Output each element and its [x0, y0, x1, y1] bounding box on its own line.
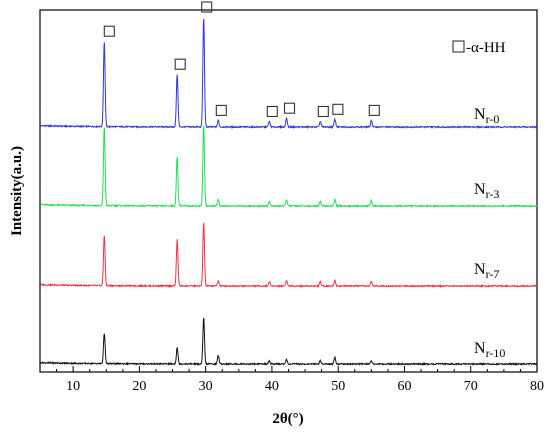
series-line-1	[39, 125, 538, 209]
legend-label: -α-HH	[466, 40, 506, 56]
peak-marker-square	[266, 105, 278, 118]
legend: -α-HH	[452, 40, 506, 56]
series-label-3: Nr-10	[474, 340, 505, 360]
series-label-1: Nr-3	[474, 181, 499, 201]
series-labels: Nr-0 Nr-3 Nr-7 Nr-10	[474, 106, 505, 360]
peak-marker-square	[283, 102, 296, 114]
peak-marker-square	[332, 103, 344, 115]
series-line-2	[39, 222, 538, 289]
y-axis-label: Intensity(a.u.)	[9, 146, 25, 236]
peak-marker-square	[174, 58, 186, 70]
x-tick-label: 60	[397, 379, 411, 394]
peak-marker-square	[201, 1, 213, 13]
legend-square-marker	[452, 40, 465, 53]
x-axis-ticks: 10 20 30 40 50 60 70 80	[39, 366, 544, 394]
series-line-0	[39, 18, 538, 130]
x-tick-label: 30	[199, 379, 213, 394]
x-tick-label: 50	[331, 379, 345, 394]
x-tick-label: 40	[265, 379, 279, 394]
series-line-3	[39, 317, 538, 367]
x-tick-label: 20	[132, 379, 146, 394]
plot-frame	[39, 9, 538, 373]
series-label-2: Nr-7	[474, 261, 499, 281]
peak-marker-square	[215, 104, 227, 116]
x-tick-label: 10	[66, 379, 80, 394]
series-label-0: Nr-0	[474, 106, 499, 126]
x-tick-label: 80	[530, 379, 544, 394]
x-tick-label: 70	[464, 379, 478, 394]
peak-marker-square	[317, 105, 329, 118]
series-layer	[39, 18, 538, 367]
peak-marker-square	[103, 25, 115, 37]
x-axis-label: 2θ(°)	[272, 411, 303, 427]
peak-markers	[103, 1, 380, 118]
peak-marker-square	[368, 104, 380, 116]
